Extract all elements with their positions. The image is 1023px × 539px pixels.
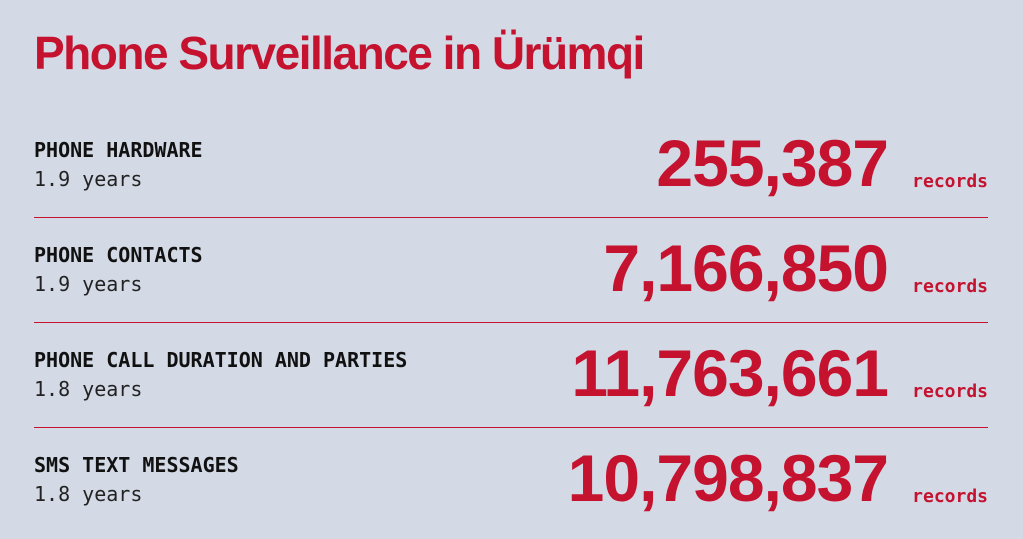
row-label: PHONE CALL DURATION AND PARTIES	[34, 348, 408, 372]
row-duration: 1.8 years	[34, 482, 143, 506]
record-unit: records	[912, 276, 988, 297]
stat-row: PHONE HARDWARE 1.9 years 255,387 records	[34, 113, 988, 218]
stat-row: PHONE CALL DURATION AND PARTIES 1.8 years…	[34, 323, 988, 428]
row-duration: 1.9 years	[34, 167, 143, 191]
row-duration: 1.8 years	[34, 377, 143, 401]
record-count: 255,387	[656, 126, 889, 200]
title: Phone Surveillance in Ürümqi	[34, 27, 645, 79]
row-label: SMS TEXT MESSAGES	[34, 453, 239, 477]
stat-row: SMS TEXT MESSAGES 1.8 years 10,798,837 reco…	[34, 428, 988, 532]
record-count: 10,798,837	[567, 441, 889, 515]
record-unit: records	[912, 486, 988, 507]
record-unit: records	[912, 171, 988, 192]
row-duration: 1.9 years	[34, 272, 143, 296]
record-count: 11,763,661	[571, 336, 889, 410]
row-label: PHONE HARDWARE	[34, 138, 203, 162]
stat-row: PHONE CONTACTS 1.9 years 7,166,850 records	[34, 218, 988, 323]
record-unit: records	[912, 381, 988, 402]
row-label: PHONE CONTACTS	[34, 243, 203, 267]
record-count: 7,166,850	[603, 231, 889, 305]
